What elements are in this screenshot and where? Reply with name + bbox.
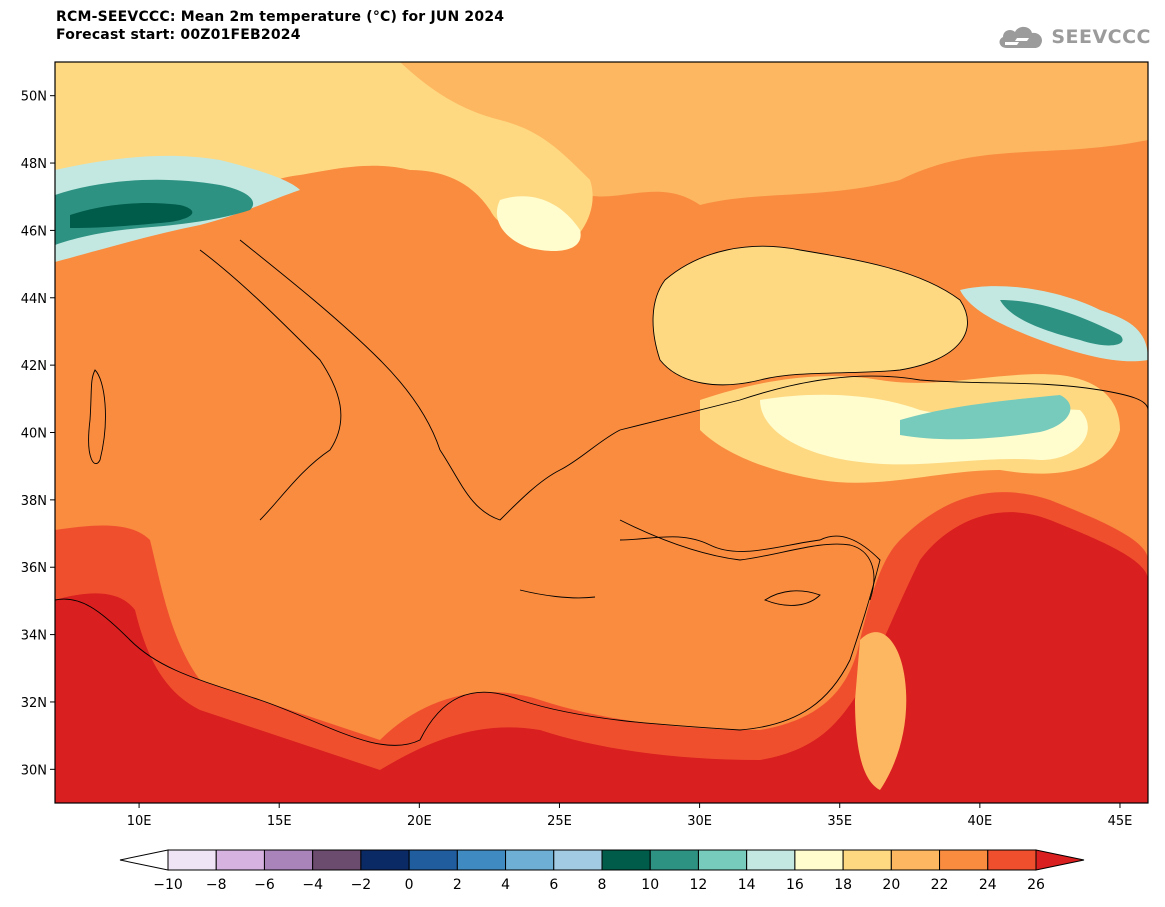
coast-adriatic-east (239, 239, 441, 451)
lat-tick-label: 36N (21, 561, 47, 576)
colorbar: −10 −8 −6 −4 −2 0 2 4 6 8 10 12 14 16 18 20 22 24 26 (119, 849, 1085, 893)
logo-text: SEEVCCC (1051, 26, 1151, 48)
colorbar-label: 0 (405, 877, 414, 893)
colorbar-swatch (601, 849, 651, 871)
colorbar-label: 26 (1027, 877, 1045, 893)
colorbar-label: 16 (786, 877, 804, 893)
coastlines (55, 239, 1148, 746)
colorbar-label: 22 (931, 877, 949, 893)
lon-tick-label: 25E (547, 814, 572, 829)
field-caucasus-10-12 (1000, 300, 1123, 346)
colorbar-label: −2 (351, 877, 372, 893)
coast-italy (199, 249, 342, 521)
coast-turkey-north (619, 375, 1148, 431)
colorbar-label: 18 (834, 877, 852, 893)
lat-tick-label: 42N (21, 359, 47, 374)
temperature-field (55, 62, 1148, 803)
colorbar-label: 2 (453, 877, 462, 893)
coast-sardinia (88, 369, 106, 465)
field-black-sea-20-22 (653, 246, 968, 385)
lon-tick-label: 20E (407, 814, 432, 829)
colorbar-label: 12 (690, 877, 708, 893)
lat-tick-label: 38N (21, 494, 47, 509)
coast-greece (439, 429, 621, 521)
colorbar-label: 24 (979, 877, 997, 893)
colorbar-label: 6 (549, 877, 558, 893)
colorbar-swatch (263, 849, 314, 871)
lat-tick-label: 30N (21, 763, 47, 778)
coast-turkey-south (619, 519, 875, 601)
field-levant-20-22 (855, 632, 907, 790)
coast-black-sea (652, 245, 968, 386)
field-carpathians-16-18 (496, 196, 581, 251)
colorbar-swatch (553, 849, 603, 871)
colorbar-swatch (312, 849, 362, 871)
colorbar-label: −4 (302, 877, 323, 893)
longitude-axis: 10E 15E 20E 25E 30E 35E 40E 45E (127, 803, 1133, 829)
lat-tick-label: 50N (21, 90, 47, 105)
coast-north-africa (55, 535, 881, 746)
colorbar-swatch (360, 849, 410, 871)
colorbar-label: 10 (641, 877, 659, 893)
colorbar-swatch (697, 849, 748, 871)
colorbar-swatch (649, 849, 699, 871)
lat-tick-label: 46N (21, 224, 47, 239)
colorbar-swatch (890, 849, 941, 871)
title-line-2: Forecast start: 00Z01FEB2024 (56, 27, 301, 43)
lat-tick-label: 48N (21, 157, 47, 172)
latitude-axis: 50N 48N 46N 44N 42N 40N 38N 36N 34N 32N 30N (21, 90, 55, 778)
colorbar-swatch (167, 849, 217, 871)
colorbar-swatch (215, 849, 265, 871)
colorbar-over-arrow (1035, 849, 1085, 871)
seevccc-logo: SEEVCCC (995, 20, 1151, 54)
map-title: RCM-SEEVCCC: Mean 2m temperature (°C) fo… (56, 8, 504, 44)
lon-tick-label: 10E (127, 814, 152, 829)
lon-tick-label: 45E (1108, 814, 1133, 829)
lat-tick-label: 44N (21, 292, 47, 307)
lon-tick-label: 35E (827, 814, 852, 829)
colorbar-label: −6 (254, 877, 275, 893)
lat-tick-label: 32N (21, 696, 47, 711)
coast-crete (519, 589, 596, 599)
colorbar-label: 20 (882, 877, 900, 893)
colorbar-swatch (505, 849, 555, 871)
lat-tick-label: 34N (21, 629, 47, 644)
field-alps-8-10 (70, 203, 193, 228)
colorbar-label: 8 (598, 877, 607, 893)
colorbar-label: 4 (501, 877, 510, 893)
colorbar-label: −10 (153, 877, 183, 893)
colorbar-swatch (408, 849, 458, 871)
colorbar-under-arrow (119, 849, 169, 871)
colorbar-label: 14 (738, 877, 756, 893)
lon-tick-label: 30E (687, 814, 712, 829)
coast-cyprus (764, 590, 821, 606)
colorbar-swatch (746, 849, 796, 871)
lon-tick-label: 15E (267, 814, 292, 829)
colorbar-swatch (842, 849, 892, 871)
colorbar-swatch (987, 849, 1037, 871)
lat-tick-label: 40N (21, 427, 47, 442)
lon-tick-label: 40E (967, 814, 992, 829)
title-line-1: RCM-SEEVCCC: Mean 2m temperature (°C) fo… (56, 9, 505, 25)
colorbar-label: −8 (206, 877, 227, 893)
colorbar-swatch (456, 849, 507, 871)
cloud-icon (999, 26, 1043, 48)
colorbar-swatch (794, 849, 844, 871)
colorbar-swatch (939, 849, 989, 871)
field-anatolia-12-14 (900, 395, 1071, 440)
